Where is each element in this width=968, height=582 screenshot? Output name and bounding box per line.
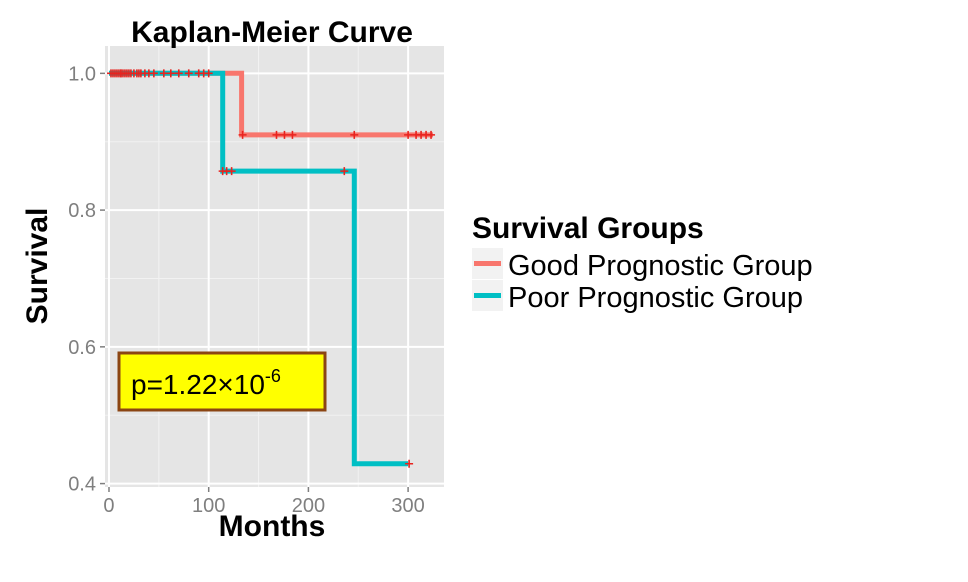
censor-mark — [174, 69, 183, 78]
censor-mark — [149, 69, 158, 78]
censor-mark — [340, 167, 349, 176]
y-tick-label: 0.4 — [68, 474, 96, 496]
grid — [105, 46, 444, 487]
p-value-annotation: p=1.22×10-6 — [117, 351, 327, 412]
censor-mark — [166, 69, 175, 78]
y-axis-label: Survival — [21, 208, 54, 325]
censor-mark — [427, 130, 436, 139]
censor-mark — [184, 69, 193, 78]
legend: Survival Groups Good Prognostic Group Po… — [472, 212, 813, 314]
p-value-exponent: -6 — [265, 366, 281, 386]
p-value-base: p=1.22×10 — [131, 369, 265, 400]
censor-mark — [204, 69, 213, 78]
legend-item-poor: Poor Prognostic Group — [472, 280, 803, 314]
legend-item-good: Good Prognostic Group — [472, 248, 813, 282]
chart-title: Kaplan-Meier Curve — [131, 16, 413, 49]
censor-mark — [405, 459, 414, 468]
censor-mark — [116, 69, 125, 78]
panel-background — [105, 46, 444, 487]
x-tick-label: 100 — [192, 495, 225, 517]
x-tick-label: 200 — [292, 495, 325, 517]
censor-mark — [134, 69, 143, 78]
legend-label-good: Good Prognostic Group — [508, 250, 813, 282]
legend-label-poor: Poor Prognostic Group — [508, 282, 803, 314]
series-layer — [106, 69, 436, 468]
y-tick-label: 0.8 — [68, 200, 96, 222]
censor-mark — [272, 130, 281, 139]
y-tick-label: 1.0 — [68, 63, 96, 85]
censor-mark — [350, 130, 359, 139]
censor-mark — [227, 167, 236, 176]
x-axis-label: Months — [219, 510, 326, 543]
legend-title: Survival Groups — [472, 212, 704, 245]
censor-mark — [238, 130, 247, 139]
censor-mark — [159, 69, 168, 78]
censor-mark — [404, 130, 413, 139]
x-tick-label: 300 — [391, 495, 424, 517]
x-tick-label: 0 — [103, 495, 114, 517]
y-tick-label: 0.6 — [68, 337, 96, 359]
axes: 0 100 200 300 0.4 0.6 0.8 1.0 — [68, 63, 425, 517]
p-value-box — [117, 351, 327, 412]
censor-mark — [280, 130, 289, 139]
censor-mark — [288, 130, 297, 139]
p-value-text: p=1.22×10-6 — [131, 366, 281, 400]
